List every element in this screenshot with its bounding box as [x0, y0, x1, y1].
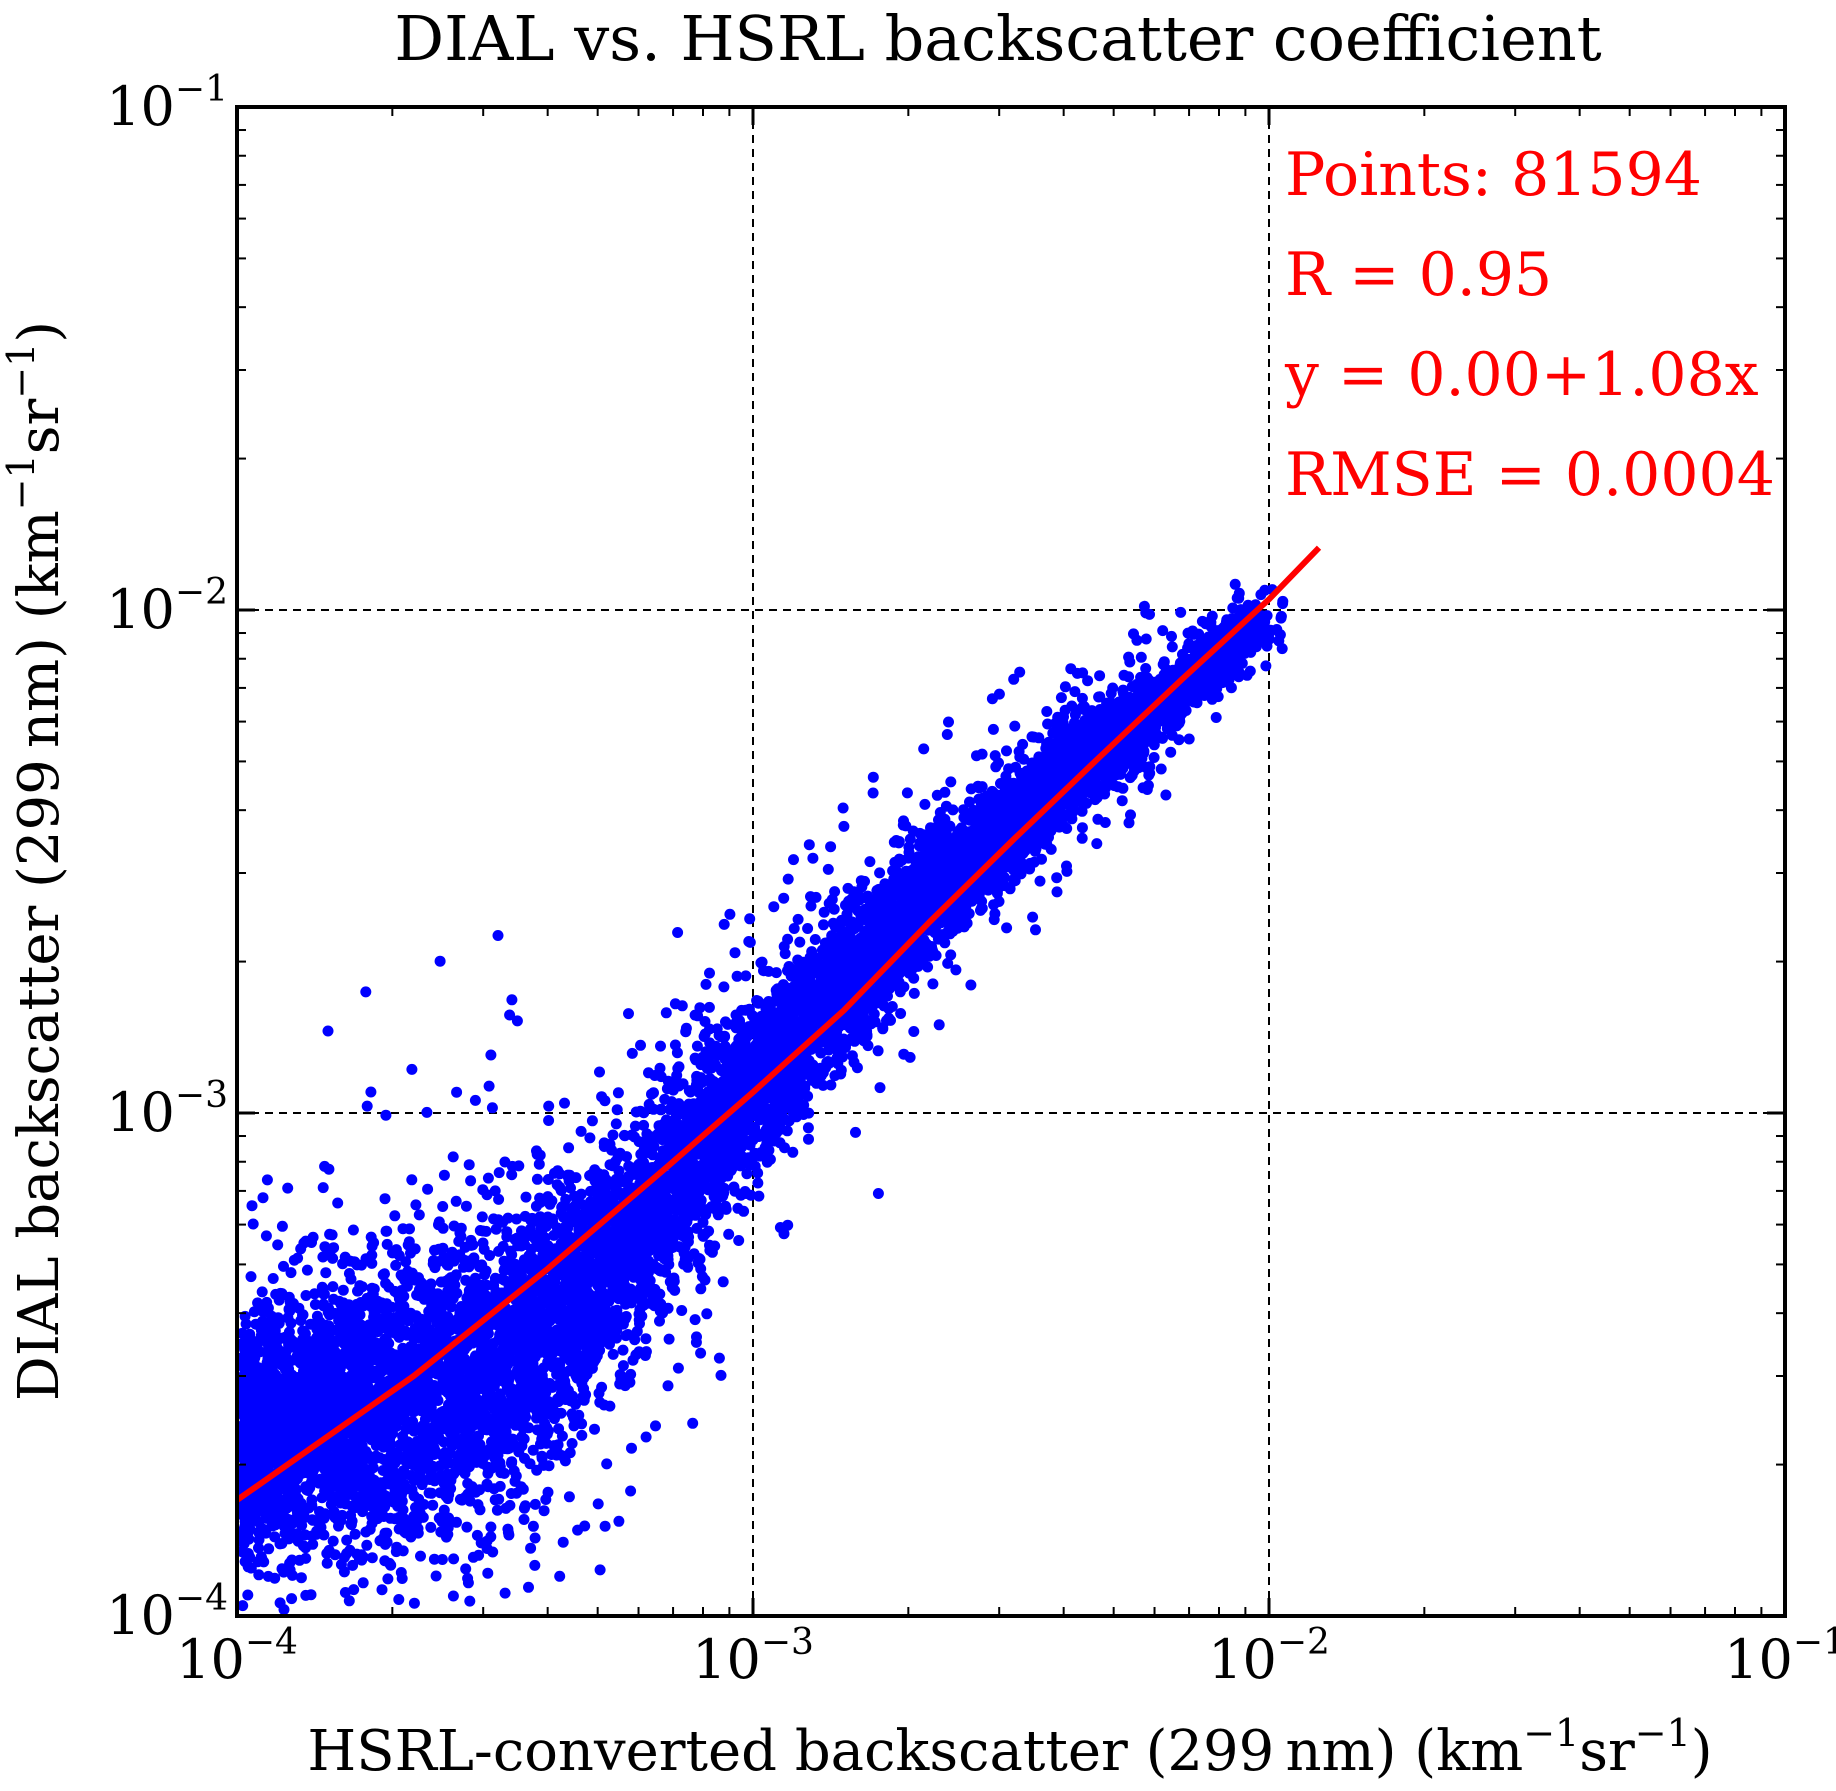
scatter-point: [442, 1493, 454, 1505]
scatter-point: [617, 1344, 629, 1356]
scatter-point: [620, 1311, 632, 1322]
scatter-point: [436, 1554, 448, 1565]
scatter-point: [629, 1120, 641, 1132]
scatter-point: [448, 1553, 460, 1565]
scatter-point: [410, 1199, 422, 1211]
scatter-point: [809, 934, 821, 945]
scatter-point: [390, 1259, 402, 1271]
scatter-point: [327, 1281, 339, 1293]
scatter-point: [460, 1200, 472, 1212]
scatter-point: [589, 1423, 600, 1435]
scatter-point: [753, 1190, 765, 1202]
scatter-point: [584, 1132, 596, 1144]
scatter-point: [741, 1168, 753, 1180]
scatter-point: [1227, 602, 1239, 614]
scatter-point: [425, 1521, 437, 1533]
scatter-point: [661, 1083, 673, 1095]
scatter-point: [752, 1177, 764, 1189]
scatter-point: [494, 1480, 506, 1492]
scatter-point: [818, 919, 829, 931]
scatter-point: [565, 1182, 576, 1194]
scatter-point: [529, 1498, 541, 1510]
scatter-point: [357, 1577, 369, 1589]
scatter-point: [286, 1554, 298, 1566]
scatter-point: [643, 1067, 654, 1079]
scatter-point: [267, 1273, 279, 1284]
scatter-point: [237, 1600, 249, 1612]
scatter-point: [476, 1211, 488, 1223]
chart-title: DIAL vs. HSRL backscatter coefficient: [394, 2, 1601, 75]
grid-lines: [237, 107, 1785, 1616]
scatter-point: [862, 890, 874, 902]
scatter-point: [576, 1429, 588, 1441]
scatter-point: [347, 1559, 359, 1571]
scatter-point: [396, 1573, 408, 1584]
scatter-point: [489, 1494, 501, 1506]
scatter-point: [450, 1195, 462, 1207]
scatter-point: [482, 1172, 494, 1184]
scatter-point: [1041, 706, 1053, 717]
scatter-point: [794, 936, 806, 948]
scatter-point: [518, 1514, 530, 1525]
scatter-point: [300, 1552, 312, 1564]
